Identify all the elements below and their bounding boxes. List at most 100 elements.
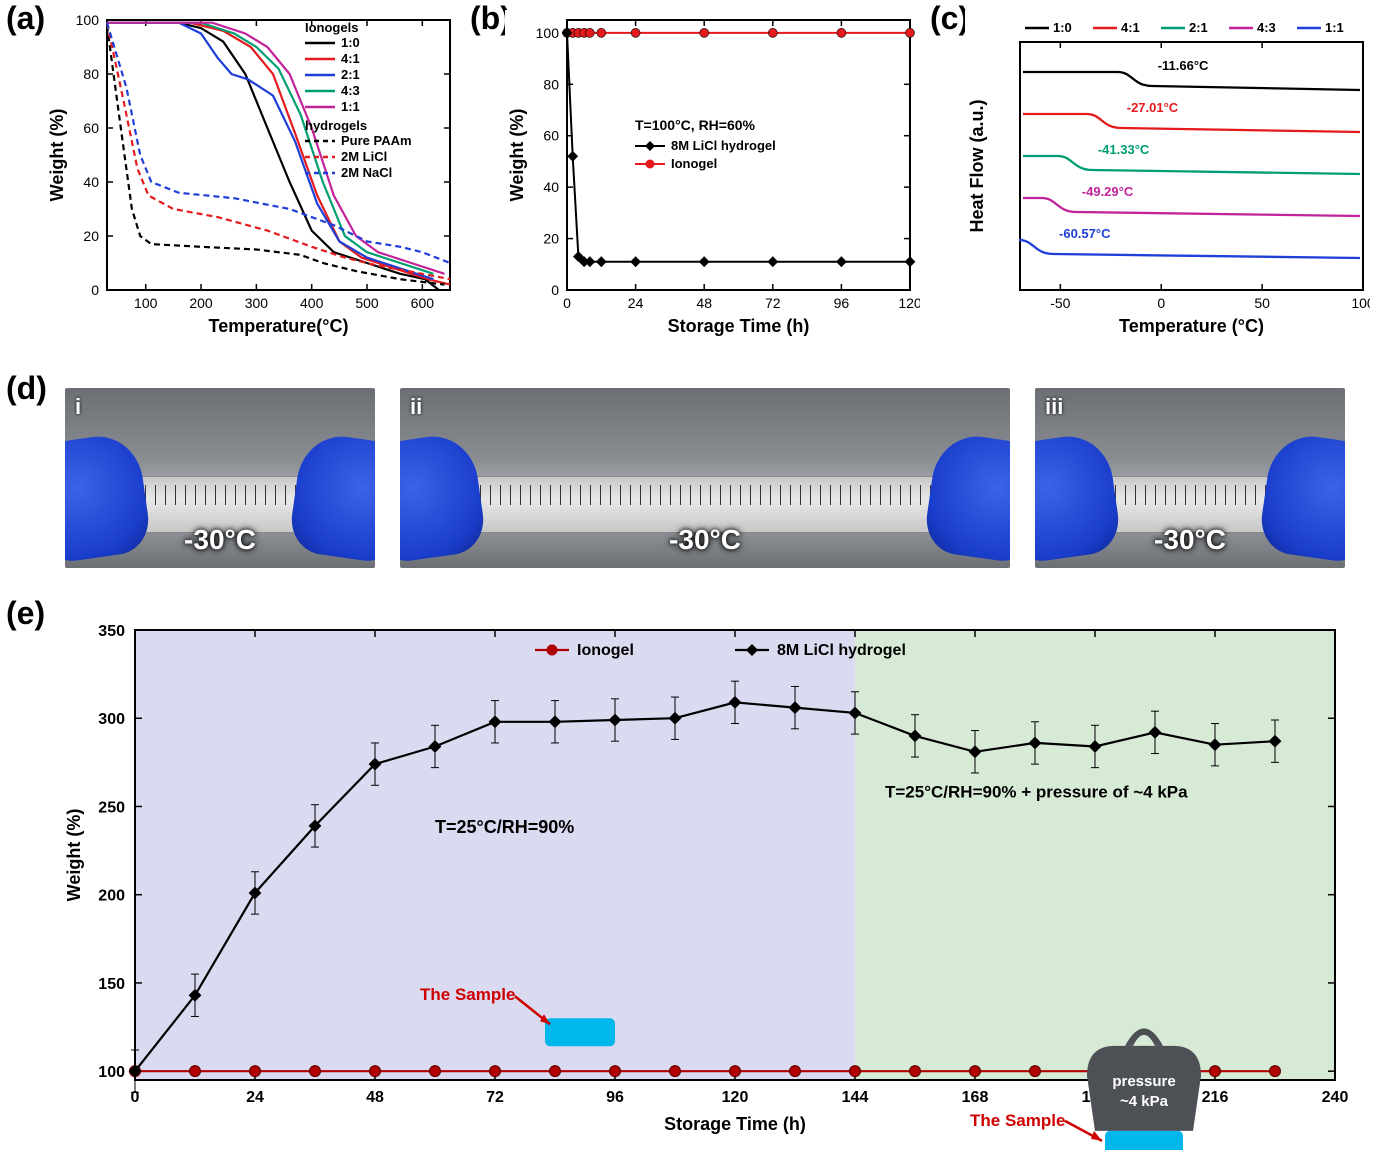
svg-text:-60.57°C: -60.57°C <box>1059 226 1111 241</box>
svg-text:80: 80 <box>83 66 99 82</box>
photo-i-temp: -30°C <box>184 524 256 556</box>
svg-text:-50: -50 <box>1050 295 1070 311</box>
chart-c: -50 0 50 100 Temperature (°C) Heat Flow (a.u.… <box>965 10 1370 350</box>
svg-text:2M LiCl: 2M LiCl <box>341 149 387 164</box>
svg-text:Pure PAAm: Pure PAAm <box>341 133 412 148</box>
svg-text:500: 500 <box>355 295 379 311</box>
svg-text:4:3: 4:3 <box>1257 20 1276 35</box>
svg-text:0: 0 <box>1157 295 1165 311</box>
roman-i: i <box>75 394 81 420</box>
svg-text:0: 0 <box>563 295 571 311</box>
svg-text:Ionogel: Ionogel <box>577 642 634 659</box>
svg-text:96: 96 <box>834 295 850 311</box>
svg-text:4:1: 4:1 <box>341 51 360 66</box>
svg-text:Heat Flow (a.u.): Heat Flow (a.u.) <box>967 99 987 232</box>
svg-text:24: 24 <box>246 1089 264 1106</box>
photo-ii: ii -30°C <box>400 388 1010 568</box>
photo-ii-temp: -30°C <box>669 524 741 556</box>
svg-text:0: 0 <box>91 282 99 298</box>
svg-text:100: 100 <box>98 1064 125 1081</box>
roman-iii: iii <box>1045 394 1063 420</box>
svg-text:2:1: 2:1 <box>1189 20 1208 35</box>
svg-text:20: 20 <box>543 231 559 247</box>
svg-text:-49.29°C: -49.29°C <box>1082 184 1134 199</box>
photo-iii-temp: -30°C <box>1154 524 1226 556</box>
svg-text:300: 300 <box>98 711 125 728</box>
svg-text:-11.66°C: -11.66°C <box>1158 58 1209 73</box>
svg-text:Weight (%): Weight (%) <box>47 109 67 202</box>
svg-text:The Sample: The Sample <box>420 985 515 1004</box>
svg-text:1:0: 1:0 <box>341 35 360 50</box>
svg-text:100: 100 <box>134 295 158 311</box>
svg-text:pressure: pressure <box>1112 1073 1175 1090</box>
svg-text:60: 60 <box>83 120 99 136</box>
svg-text:96: 96 <box>606 1089 624 1106</box>
svg-text:216: 216 <box>1202 1089 1229 1106</box>
svg-text:0: 0 <box>551 282 559 298</box>
svg-text:1:0: 1:0 <box>1053 20 1072 35</box>
svg-text:Temperature (°C): Temperature (°C) <box>1119 316 1264 336</box>
svg-text:Ionogel: Ionogel <box>671 156 717 171</box>
panel-e-label: (e) <box>6 595 45 632</box>
svg-text:20: 20 <box>83 228 99 244</box>
chart-e: 0244872961201441681922162401001502002503… <box>55 610 1355 1150</box>
svg-text:1:1: 1:1 <box>341 99 360 114</box>
svg-text:~4 kPa: ~4 kPa <box>1120 1093 1169 1110</box>
svg-text:200: 200 <box>189 295 213 311</box>
svg-text:Storage Time (h): Storage Time (h) <box>668 316 810 336</box>
svg-text:168: 168 <box>962 1089 989 1106</box>
svg-text:600: 600 <box>411 295 435 311</box>
svg-text:50: 50 <box>1254 295 1270 311</box>
svg-text:Temperature(°C): Temperature(°C) <box>209 316 349 336</box>
svg-text:T=25°C/RH=90%: T=25°C/RH=90% <box>435 817 574 837</box>
svg-text:40: 40 <box>83 174 99 190</box>
svg-text:400: 400 <box>300 295 324 311</box>
svg-text:80: 80 <box>543 76 559 92</box>
svg-text:Ionogels: Ionogels <box>305 20 358 35</box>
svg-text:150: 150 <box>98 976 125 993</box>
svg-text:250: 250 <box>98 799 125 816</box>
svg-text:72: 72 <box>765 295 781 311</box>
svg-text:200: 200 <box>98 888 125 905</box>
svg-text:-27.01°C: -27.01°C <box>1127 100 1179 115</box>
photo-iii: iii -30°C <box>1035 388 1345 568</box>
svg-text:48: 48 <box>696 295 712 311</box>
svg-text:8M LiCl hydrogel: 8M LiCl hydrogel <box>671 138 776 153</box>
svg-text:T=25°C/RH=90% + pressure of ~4: T=25°C/RH=90% + pressure of ~4 kPa <box>885 783 1188 802</box>
roman-ii: ii <box>410 394 422 420</box>
svg-text:Weight (%): Weight (%) <box>64 809 84 902</box>
svg-text:100: 100 <box>76 12 100 28</box>
svg-text:60: 60 <box>543 128 559 144</box>
figure-root: (a) 100200300400500600020406080100Temper… <box>0 0 1379 1161</box>
svg-text:2:1: 2:1 <box>341 67 360 82</box>
svg-text:hydrogels: hydrogels <box>305 118 367 133</box>
svg-text:240: 240 <box>1322 1089 1349 1106</box>
panel-d: i -30°C ii -30°C iii -30°C <box>0 368 1379 588</box>
svg-text:120: 120 <box>722 1089 749 1106</box>
svg-text:Storage Time (h): Storage Time (h) <box>664 1114 806 1134</box>
panel-c-label: (c) <box>930 0 969 37</box>
svg-text:Weight (%): Weight (%) <box>507 109 527 202</box>
svg-text:120: 120 <box>898 295 920 311</box>
svg-text:100: 100 <box>1351 295 1370 311</box>
panel-a-label: (a) <box>6 0 45 37</box>
svg-text:48: 48 <box>366 1089 384 1106</box>
svg-text:The Sample: The Sample <box>970 1111 1065 1130</box>
svg-text:24: 24 <box>628 295 644 311</box>
svg-text:4:3: 4:3 <box>341 83 360 98</box>
svg-text:2M NaCl: 2M NaCl <box>341 165 392 180</box>
svg-text:300: 300 <box>245 295 269 311</box>
svg-text:100: 100 <box>536 25 560 41</box>
photo-i: i -30°C <box>65 388 375 568</box>
svg-text:8M LiCl hydrogel: 8M LiCl hydrogel <box>777 642 906 659</box>
svg-text:72: 72 <box>486 1089 504 1106</box>
svg-text:350: 350 <box>98 623 125 640</box>
svg-text:40: 40 <box>543 179 559 195</box>
svg-text:1:1: 1:1 <box>1325 20 1344 35</box>
svg-text:144: 144 <box>842 1089 869 1106</box>
svg-text:T=100°C, RH=60%: T=100°C, RH=60% <box>635 117 756 133</box>
svg-text:4:1: 4:1 <box>1121 20 1140 35</box>
svg-text:-41.33°C: -41.33°C <box>1098 142 1150 157</box>
chart-a: 100 200 300 400 500 600 0 20 40 60 80 100 Temperatur… <box>45 10 460 350</box>
chart-b: 0 24 48 72 96 120 0 20 40 60 80 100 Storage Time (h)… <box>505 10 920 350</box>
